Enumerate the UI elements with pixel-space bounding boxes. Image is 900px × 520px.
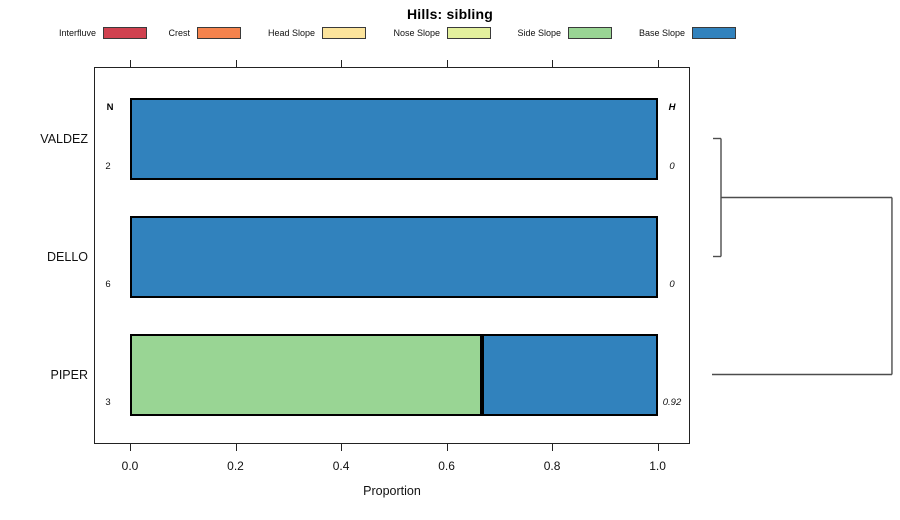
legend-label: Interfluve	[58, 28, 96, 38]
tick-top	[657, 60, 659, 67]
x-tick-label: 0.8	[543, 459, 561, 473]
bar-segment-piper-side-slope	[130, 334, 482, 416]
row-label-valdez: VALDEZ	[40, 132, 88, 146]
tick-top	[552, 60, 554, 67]
x-axis-title: Proportion	[363, 484, 421, 498]
legend-swatch	[568, 27, 612, 39]
n-value-piper: 3	[105, 397, 111, 408]
x-tick-label: 0.2	[227, 459, 244, 473]
tick-bottom	[446, 444, 448, 451]
plot-title: Hills: sibling	[406, 6, 494, 22]
legend-item-base-slope: Base Slope	[572, 25, 736, 41]
legend-item-side-slope: Side Slope	[448, 25, 612, 41]
legend-swatch	[322, 27, 366, 39]
x-tick-label: 0.4	[332, 459, 350, 473]
tick-top	[235, 60, 237, 67]
tick-bottom	[657, 444, 659, 451]
legend-item-nose-slope: Nose Slope	[327, 25, 491, 41]
tick-bottom	[235, 444, 237, 451]
h-value-piper: 0.92	[662, 397, 682, 408]
x-tick-label: 0.0	[121, 459, 139, 473]
legend-swatch	[197, 27, 241, 39]
x-tick-label: 0.6	[438, 459, 455, 473]
legend-swatch	[447, 27, 491, 39]
tick-top	[341, 60, 343, 67]
legend-label: Side Slope	[517, 28, 561, 38]
legend-item-head-slope: Head Slope	[202, 25, 366, 41]
tick-bottom	[341, 444, 343, 451]
legend-item-crest: Crest	[77, 25, 241, 41]
h-value-valdez: 0	[669, 161, 675, 172]
tick-bottom	[130, 444, 131, 451]
legend-label: Nose Slope	[393, 28, 440, 38]
bar-segment-dello-base-slope	[130, 216, 658, 298]
legend-label: Head Slope	[267, 28, 315, 38]
bar-segment-valdez-base-slope	[130, 98, 658, 180]
legend-item-interfluve: Interfluve	[0, 25, 147, 41]
legend-label: Crest	[168, 28, 190, 38]
legend-label: Base Slope	[638, 28, 685, 38]
bar-segment-piper-base-slope	[481, 334, 658, 416]
n-value-valdez: 2	[105, 161, 111, 172]
legend-swatch	[103, 27, 147, 39]
tick-top	[446, 60, 448, 67]
h-column-header: H	[668, 102, 676, 113]
row-label-piper: PIPER	[50, 368, 88, 382]
n-column-header: N	[106, 102, 114, 113]
h-value-dello: 0	[669, 279, 675, 290]
n-value-dello: 6	[105, 279, 111, 290]
tick-bottom	[552, 444, 554, 451]
row-label-dello: DELLO	[47, 250, 88, 264]
legend-swatch	[692, 27, 736, 39]
x-tick-label: 1.0	[649, 459, 666, 473]
tick-top	[130, 60, 131, 67]
